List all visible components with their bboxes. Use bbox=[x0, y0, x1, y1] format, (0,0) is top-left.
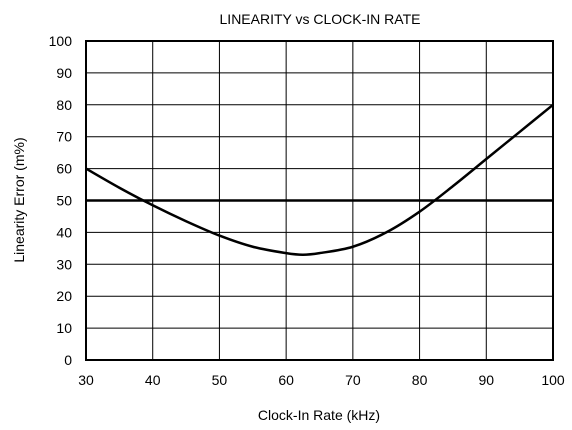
y-tick-label: 70 bbox=[56, 129, 72, 145]
chart-title: LINEARITY vs CLOCK-IN RATE bbox=[220, 11, 421, 27]
y-tick-label: 20 bbox=[56, 288, 72, 304]
x-tick-label: 40 bbox=[145, 372, 161, 388]
x-tick-label: 100 bbox=[541, 372, 565, 388]
x-axis-ticks: 30 40 50 60 70 80 90 100 bbox=[78, 372, 565, 388]
y-tick-label: 50 bbox=[56, 193, 72, 209]
x-tick-label: 90 bbox=[478, 372, 494, 388]
series-line-1 bbox=[85, 103, 554, 256]
y-tick-label: 100 bbox=[49, 33, 73, 49]
x-tick-label: 80 bbox=[412, 372, 428, 388]
y-tick-label: 0 bbox=[64, 352, 72, 368]
y-axis-ticks: 0 10 20 30 40 50 60 70 80 90 100 bbox=[49, 33, 73, 368]
plot-area-frame bbox=[85, 40, 554, 361]
x-axis-label: Clock-In Rate (kHz) bbox=[258, 407, 380, 423]
y-tick-label: 60 bbox=[56, 161, 72, 177]
data-series bbox=[85, 103, 554, 256]
y-tick-label: 30 bbox=[56, 256, 72, 272]
y-tick-label: 90 bbox=[56, 65, 72, 81]
y-tick-label: 10 bbox=[56, 320, 72, 336]
y-tick-label: 80 bbox=[56, 97, 72, 113]
y-axis-label: Linearity Error (m%) bbox=[11, 137, 27, 262]
x-tick-label: 60 bbox=[278, 372, 294, 388]
x-tick-label: 30 bbox=[78, 372, 94, 388]
y-tick-label: 40 bbox=[56, 224, 72, 240]
x-tick-label: 70 bbox=[345, 372, 361, 388]
x-tick-label: 50 bbox=[212, 372, 228, 388]
